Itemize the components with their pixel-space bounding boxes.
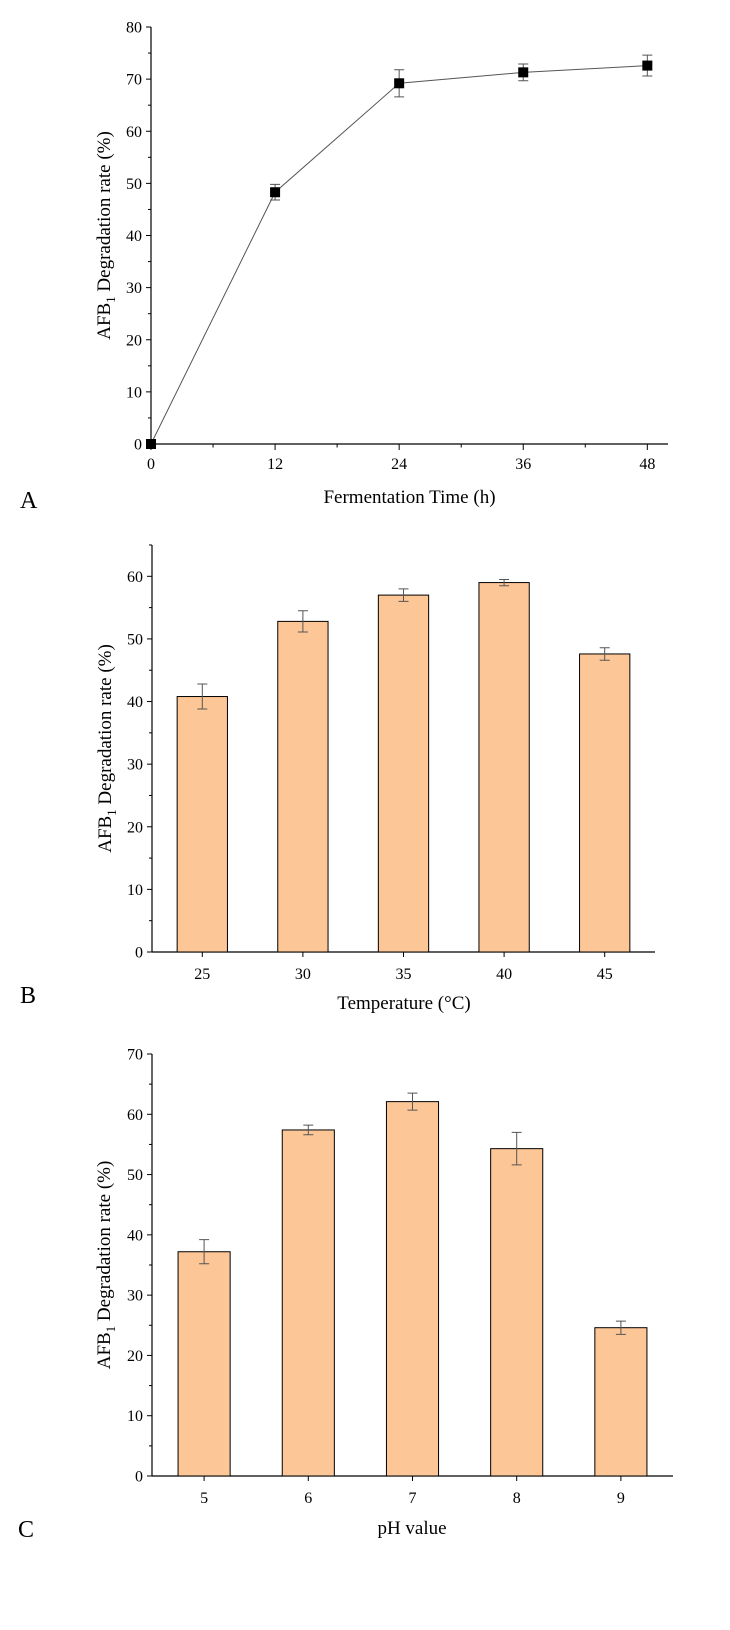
panel-a-ytick-label-8: 80: [126, 20, 142, 37]
panel-b-error-bar-3: [499, 578, 510, 587]
panel-c-ytick-label-6: 60: [127, 1107, 143, 1124]
panel-c-xtick-label-3: 8: [513, 1490, 521, 1507]
panel-c-ytick-label-0: 0: [135, 1469, 143, 1486]
panel-a-ytick-label-5: 50: [126, 176, 142, 193]
panel-b-bar-chart: 0 10 20 30 40 50 60 25 30 35 40 45 Temperature (°C…: [20, 544, 655, 1014]
panel-b-y-axis-title: AFB1 Degradation rate (%): [95, 644, 119, 853]
panel-a-point-0: [146, 439, 156, 449]
panel-a-line-chart: 0 10 20 30 40 50 60 70 80 0 12 24 36 48 Fermentation…: [20, 20, 668, 514]
panel-a-xtick-label-1: 12: [267, 456, 283, 473]
panel-a-ytick-label-0: 0: [134, 437, 142, 454]
panel-b-bar-2: [377, 594, 430, 953]
panel-c-ytick-label-4: 40: [127, 1227, 143, 1244]
panel-c-xtick-label-2: 7: [409, 1490, 417, 1507]
panel-c-error-bar-2: [407, 1092, 418, 1111]
panel-b-bar-3: [478, 582, 530, 953]
panel-c-error-bar-1: [303, 1124, 314, 1136]
panel-a-ytick-label-4: 40: [126, 228, 142, 245]
panel-b-ytick-label-6: 60: [127, 569, 143, 586]
panel-c-ytick-label-5: 50: [127, 1167, 143, 1184]
panel-b-bar-4: [579, 653, 631, 953]
panel-a-label: A: [20, 488, 38, 514]
panel-a-ytick-label-3: 30: [126, 280, 142, 297]
panel-a-ytick-label-2: 20: [126, 332, 142, 349]
panel-a-y-axis-title: AFB1 Degradation rate (%): [94, 131, 118, 340]
panel-c-error-bar-0: [199, 1239, 210, 1265]
panel-b-ytick-label-5: 50: [127, 631, 143, 648]
panel-c-xtick-label-4: 9: [617, 1490, 625, 1507]
panel-a-point-3: [518, 67, 529, 78]
panel-b-error-bar-4: [599, 647, 610, 661]
panel-c-bar-chart: 0 10 20 30 40 50 60 70 5 6 7 8 9 pH value AFB1 Degr…: [18, 1047, 673, 1543]
panel-c-xtick-label-0: 5: [200, 1490, 208, 1507]
panel-c-bar-3: [490, 1148, 544, 1477]
panel-c-bar-4: [594, 1327, 648, 1477]
panel-b-ytick-label-1: 10: [127, 882, 143, 899]
panel-a-point-4: [642, 60, 653, 71]
panel-b-ytick-label-0: 0: [135, 945, 143, 962]
panel-b-bar-0: [176, 696, 228, 953]
panel-a-xtick-label-4: 48: [639, 456, 655, 473]
panel-a-ytick-label-1: 10: [126, 384, 142, 401]
panel-c-error-bar-4: [615, 1320, 626, 1335]
panel-b-error-bar-1: [297, 610, 308, 633]
panel-b-bar-1: [277, 620, 329, 953]
panel-b-label: B: [20, 983, 36, 1009]
panel-a-x-axis-title: Fermentation Time (h): [323, 487, 495, 508]
panel-b-xtick-label-0: 25: [194, 966, 210, 983]
panel-c-ytick-label-2: 20: [127, 1348, 143, 1365]
panel-b-ytick-label-3: 30: [127, 757, 143, 774]
panel-b-x-axis-title: Temperature (°C): [337, 993, 470, 1014]
panel-c-ytick-label-3: 30: [127, 1288, 143, 1305]
panel-c-y-axis-title: AFB1 Degradation rate (%): [94, 1161, 118, 1370]
panel-a-point-2: [394, 78, 405, 89]
panel-c-ytick-label-7: 70: [127, 1047, 143, 1064]
panel-c-bar-1: [281, 1129, 335, 1477]
panel-c-xtick-label-1: 6: [304, 1490, 312, 1507]
panel-a-xtick-label-0: 0: [147, 456, 155, 473]
panel-b-ytick-label-4: 40: [127, 694, 143, 711]
panel-a-point-1: [270, 187, 281, 198]
panel-a-ytick-label-7: 70: [126, 72, 142, 89]
panel-c-ytick-label-1: 10: [127, 1408, 143, 1425]
panel-b-xtick-label-2: 35: [396, 966, 412, 983]
panel-a-ytick-label-6: 60: [126, 124, 142, 141]
panel-c-label: C: [18, 1517, 34, 1543]
panel-c-bar-2: [385, 1101, 440, 1477]
panel-a-xtick-label-2: 24: [391, 456, 407, 473]
panel-b-xtick-label-1: 30: [295, 966, 311, 983]
panel-c-bar-0: [177, 1251, 231, 1477]
panel-b-xtick-label-3: 40: [496, 966, 512, 983]
panel-b-xtick-label-4: 45: [597, 966, 613, 983]
panel-c-x-axis-title: pH value: [377, 1518, 446, 1539]
panel-c-error-bar-3: [511, 1131, 522, 1166]
panel-b-ytick-label-2: 20: [127, 819, 143, 836]
panel-b-error-bar-2: [398, 588, 409, 602]
panel-a-series-line: [150, 65, 648, 445]
panel-b-error-bar-0: [197, 683, 208, 710]
panel-a-xtick-label-3: 36: [515, 456, 531, 473]
